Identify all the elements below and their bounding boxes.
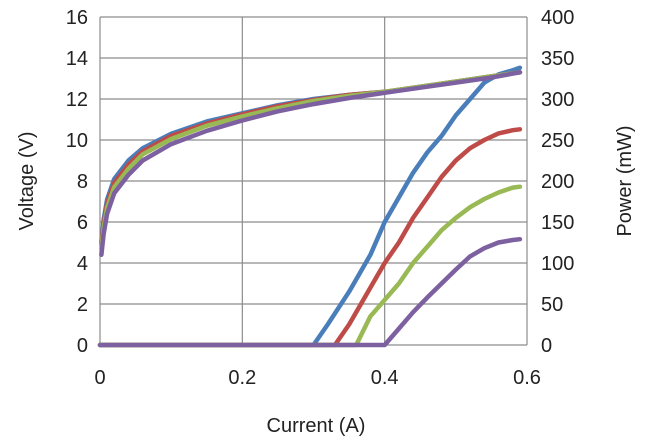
grid bbox=[99, 16, 528, 346]
y2-tick-label: 350 bbox=[541, 48, 574, 70]
y-tick-label: 6 bbox=[77, 212, 88, 234]
left-axis-ticks: 0 2 4 6 8 10 12 14 16 bbox=[66, 7, 88, 357]
x-axis-ticks: 0 0.2 0.4 0.6 bbox=[94, 367, 540, 389]
series-layer bbox=[97, 65, 523, 348]
y2-tick-label: 150 bbox=[541, 212, 574, 234]
x-tick-label: 0 bbox=[94, 367, 105, 389]
y-tick-label: 14 bbox=[66, 48, 88, 70]
y-axis-title: Voltage (V) bbox=[16, 132, 38, 231]
y-tick-label: 16 bbox=[66, 7, 88, 29]
x-tick-label: 0.6 bbox=[513, 367, 541, 389]
y2-tick-label: 400 bbox=[541, 7, 574, 29]
y-tick-label: 12 bbox=[66, 89, 88, 111]
y-tick-label: 2 bbox=[77, 294, 88, 316]
x-tick-label: 0.4 bbox=[371, 367, 399, 389]
y2-tick-label: 0 bbox=[541, 335, 552, 357]
y-tick-label: 10 bbox=[66, 130, 88, 152]
y-tick-label: 8 bbox=[77, 171, 88, 193]
power-series-line bbox=[97, 184, 523, 348]
y2-axis-title: Power (mW) bbox=[614, 125, 636, 236]
y2-tick-label: 100 bbox=[541, 253, 574, 275]
y2-tick-label: 300 bbox=[541, 89, 574, 111]
y-tick-label: 0 bbox=[77, 335, 88, 357]
x-tick-label: 0.2 bbox=[228, 367, 256, 389]
power-series-line bbox=[97, 127, 523, 348]
y2-tick-label: 200 bbox=[541, 171, 574, 193]
y2-tick-label: 50 bbox=[541, 294, 563, 316]
voltage-series-line bbox=[99, 70, 523, 258]
y-tick-label: 4 bbox=[77, 253, 88, 275]
power-series-line bbox=[97, 236, 523, 348]
y2-tick-label: 250 bbox=[541, 130, 574, 152]
right-axis-ticks: 0 50 100 150 200 250 300 350 400 bbox=[541, 7, 574, 357]
x-axis-title: Current (A) bbox=[267, 415, 366, 437]
